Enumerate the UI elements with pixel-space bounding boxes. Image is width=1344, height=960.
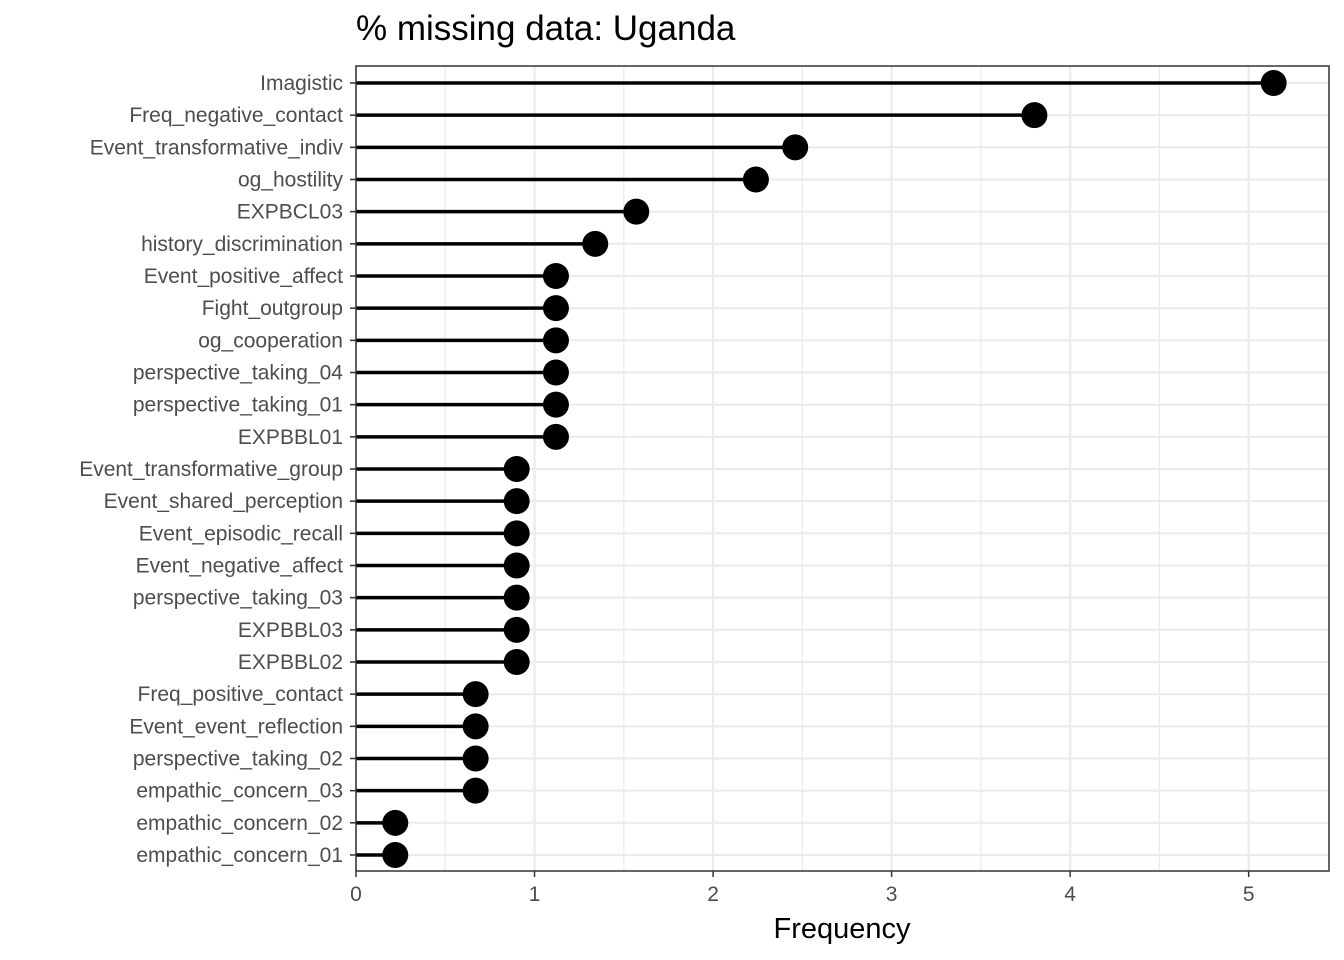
y-tick-label: history_discrimination xyxy=(141,233,343,256)
y-tick-label: Event_event_reflection xyxy=(129,715,343,738)
lollipop-dot xyxy=(503,552,530,579)
x-tick-label: 2 xyxy=(707,883,719,906)
lollipop-dot xyxy=(542,295,569,322)
lollipop-dot xyxy=(462,713,489,740)
lollipop-dot xyxy=(542,327,569,354)
x-tick-label: 3 xyxy=(886,883,898,906)
lollipop-dot xyxy=(542,391,569,418)
lollipop-dot xyxy=(542,423,569,450)
x-tick-label: 0 xyxy=(350,883,362,906)
y-tick-label: Freq_negative_contact xyxy=(129,104,343,127)
lollipop-dot xyxy=(382,809,409,836)
y-tick-label: perspective_taking_01 xyxy=(133,394,343,417)
lollipop-dot xyxy=(462,681,489,708)
y-tick-label: og_hostility xyxy=(238,169,344,192)
y-tick-label: Event_positive_affect xyxy=(144,265,343,288)
x-tick-label: 5 xyxy=(1243,883,1255,906)
lollipop-dot xyxy=(462,745,489,772)
lollipop-dot xyxy=(542,359,569,386)
y-tick-label: perspective_taking_04 xyxy=(133,362,343,385)
y-tick-label: Event_episodic_recall xyxy=(139,522,343,545)
y-tick-label: Imagistic xyxy=(260,72,343,95)
plot-area: Imagistic Freq_negative_contact Event_tran… xyxy=(79,65,1330,906)
y-tick-label: Freq_positive_contact xyxy=(138,683,344,706)
y-tick-label: empathic_concern_03 xyxy=(136,780,343,803)
lollipop-dot xyxy=(503,520,530,547)
lollipop-dot xyxy=(503,488,530,515)
y-tick-label: og_cooperation xyxy=(198,329,343,352)
y-tick-label: Event_transformative_indiv xyxy=(90,136,344,159)
y-tick-label: perspective_taking_03 xyxy=(133,587,343,610)
y-tick-label: empathic_concern_01 xyxy=(136,844,343,867)
x-tick-label: 4 xyxy=(1064,883,1076,906)
lollipop-dot xyxy=(582,230,609,257)
lollipop-dot xyxy=(542,263,569,289)
x-tick-label: 1 xyxy=(529,883,541,906)
lollipop-dot xyxy=(782,134,809,161)
y-tick-label: Event_transformative_group xyxy=(79,458,343,481)
y-tick-label: perspective_taking_02 xyxy=(133,748,343,771)
lollipop-dot xyxy=(462,777,489,804)
y-tick-label: EXPBBL01 xyxy=(238,426,343,449)
lollipop-dot xyxy=(503,456,530,482)
y-tick-label: empathic_concern_02 xyxy=(136,812,343,835)
lollipop-dot xyxy=(503,616,530,643)
lollipop-dot xyxy=(1260,70,1287,96)
lollipop-dot xyxy=(503,649,530,675)
y-tick-label: EXPBBL03 xyxy=(238,619,343,642)
x-axis-title: Frequency xyxy=(773,913,911,945)
y-tick-label: Event_negative_affect xyxy=(136,555,344,578)
y-tick-label: Event_shared_perception xyxy=(104,490,343,513)
y-tick-label: EXPBBL02 xyxy=(238,651,343,674)
lollipop-dot xyxy=(503,584,530,611)
lollipop-dot xyxy=(623,198,650,225)
y-tick-label: Fight_outgroup xyxy=(202,297,343,320)
y-tick-label: EXPBCL03 xyxy=(237,201,343,224)
lollipop-dot xyxy=(382,842,409,868)
lollipop-dot xyxy=(1021,102,1048,129)
chart-title: % missing data: Uganda xyxy=(356,9,736,48)
lollipop-dot xyxy=(742,166,769,193)
